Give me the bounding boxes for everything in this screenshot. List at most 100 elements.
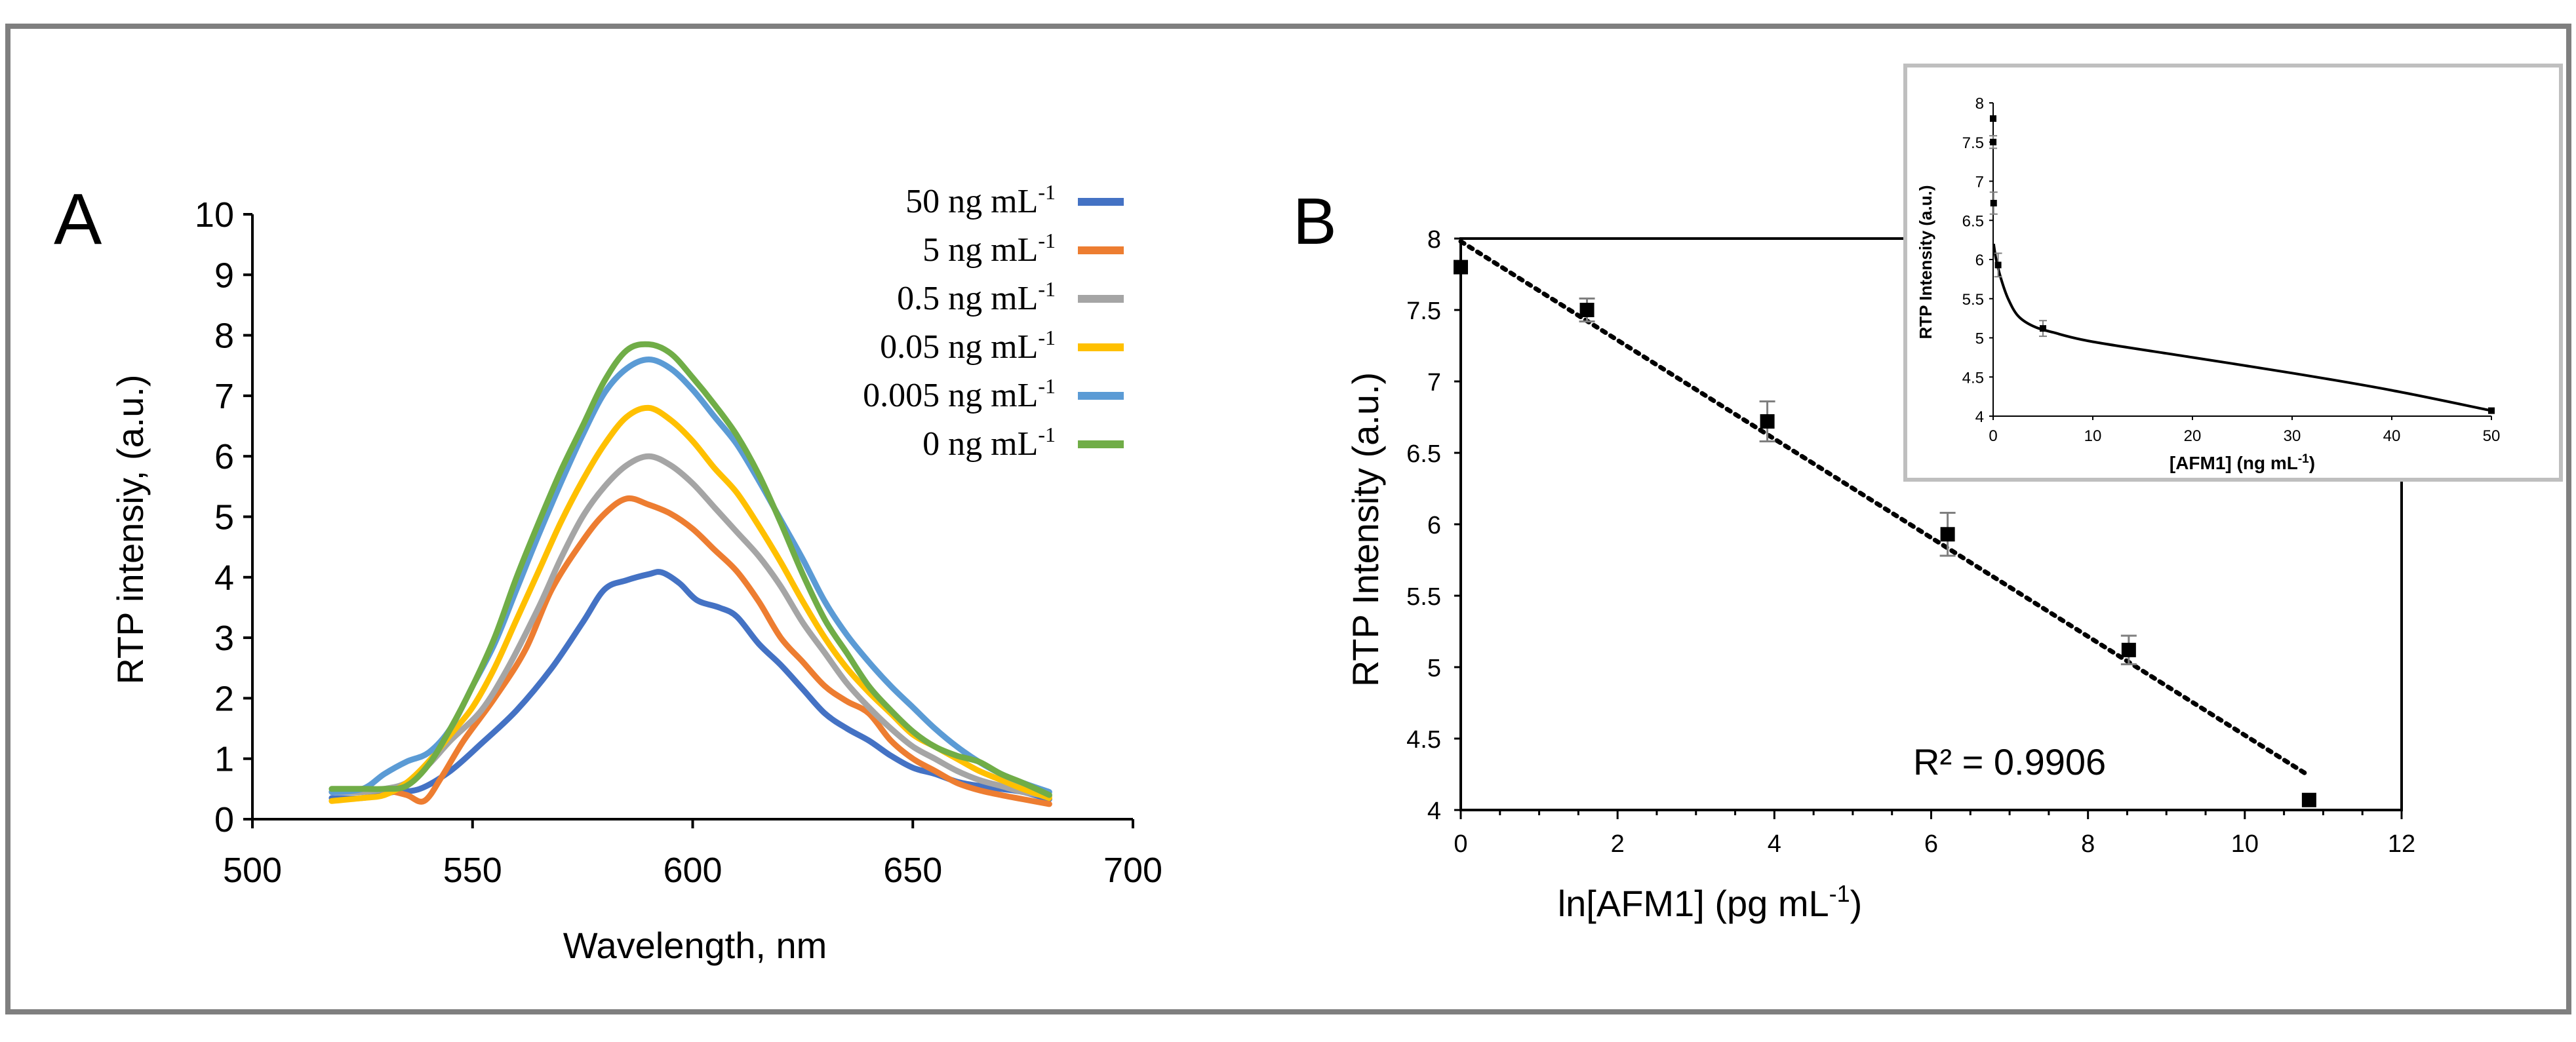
panel-b-x-tick-label: 0 — [1454, 830, 1467, 858]
inset-x-tick-label: 0 — [1989, 427, 1997, 445]
panel-b-y-tick-label: 4.5 — [1406, 726, 1441, 754]
legend-label-1: 5 ng mL-1 — [922, 229, 1056, 269]
inset-y-tick-label: 5 — [1975, 330, 1984, 348]
inset-data-point-3 — [1994, 261, 2002, 269]
inset-y-tick-label: 8 — [1975, 95, 1984, 113]
inset-x-tick-label: 20 — [2184, 427, 2202, 445]
panel-b-x-tick-label: 8 — [2081, 830, 2095, 858]
legend-label-text: 0 ng mL — [922, 425, 1038, 463]
panel-b-y-axis-title: RTP Intensity (a.u.) — [1345, 372, 1386, 687]
inset-x-axis-title: [AFM1] (ng mL-1) — [2170, 452, 2315, 473]
panel-b-y-tick-label: 6.5 — [1406, 440, 1441, 468]
panel-b-y-tick-label: 5 — [1427, 655, 1441, 682]
panel-a-y-tick-label: 9 — [214, 256, 234, 295]
panel-a-x-tick-label: 700 — [1103, 851, 1162, 890]
panel-a-y-tick-label: 6 — [214, 437, 234, 476]
inset-chart: 4 4.5 5 5.5 6 6.5 7 7.5 8 0 10 20 30 40 50 [AFM1] (ng … — [1903, 64, 2563, 482]
r-squared-label: R² = 0.9906 — [1913, 741, 2106, 782]
legend-label-text: 0.5 ng mL — [897, 280, 1038, 317]
data-point-3 — [1940, 527, 1955, 542]
legend-label-3: 0.05 ng mL-1 — [880, 326, 1056, 366]
inset-x-tick-label: 10 — [2084, 427, 2102, 445]
panel-a-label: A — [54, 179, 102, 260]
panel-a-axes: 0 1 2 3 4 5 6 7 8 9 10 500 550 600 650 700 — [195, 195, 1162, 890]
panel-b-y-tick-label: 4 — [1427, 798, 1441, 825]
inset-plot: 4 4.5 5 5.5 6 6.5 7 7.5 8 0 10 20 30 40 50 — [1962, 95, 2501, 445]
legend-label-text: 5 ng mL — [922, 231, 1038, 269]
panel-a-y-tick-label: 2 — [214, 679, 234, 718]
legend-label-4: 0.005 ng mL-1 — [863, 374, 1056, 414]
inset-y-tick-label: 6 — [1975, 252, 1984, 269]
legend-label-sup: -1 — [1038, 374, 1056, 398]
trendline — [1458, 239, 2312, 779]
inset-y-tick-label: 6.5 — [1962, 212, 1984, 230]
legend-label-sup: -1 — [1038, 180, 1056, 204]
panel-a-y-tick-label: 0 — [214, 800, 234, 839]
data-point-5 — [2301, 792, 2316, 807]
series-line-2 — [328, 453, 1052, 800]
inset-frame — [1903, 64, 2563, 482]
legend-label-text: 0.05 ng mL — [880, 328, 1038, 366]
inset-data-point-5 — [2488, 407, 2495, 414]
panel-b-y-tick-label: 5.5 — [1406, 583, 1441, 611]
inset-y-axis-title: RTP Intensity (a.u.) — [1916, 185, 1935, 339]
legend-label-text: 0.005 ng mL — [863, 377, 1038, 414]
inset-x-tick-label: 40 — [2383, 427, 2401, 445]
panel-b-plot: 4 4.5 5 5.5 6 6.5 7 7.5 8 0 2 4 6 8 10 12 — [1406, 226, 2415, 858]
panel-a-series — [328, 341, 1052, 807]
panel-b-x-tick-label: 2 — [1611, 830, 1625, 858]
series-line-1 — [328, 495, 1052, 807]
panel-a-legend: 50 ng mL-15 ng mL-10.5 ng mL-10.05 ng mL… — [863, 180, 1124, 463]
legend-label-0: 50 ng mL-1 — [905, 180, 1056, 220]
inset-x-tick-label: 50 — [2483, 427, 2501, 445]
inset-y-tick-label: 7.5 — [1962, 134, 1984, 152]
data-point-2 — [1760, 414, 1775, 429]
legend-label-sup: -1 — [1038, 423, 1056, 446]
panel-b-y-tick-label: 7.5 — [1406, 298, 1441, 325]
panel-b: B 4 4.5 5 5.5 6 6.5 7 7.5 8 0 2 4 6 8 10 12 ln[AFM1] (p… — [1293, 185, 2415, 924]
inset-fit-curve — [1992, 243, 2492, 412]
panel-a-x-tick-label: 550 — [443, 851, 502, 890]
legend-label-sup: -1 — [1038, 229, 1056, 252]
data-point-1 — [1579, 303, 1595, 317]
panel-b-y-tick-label: 8 — [1427, 226, 1441, 254]
panel-b-x-axis-title: ln[AFM1] (pg mL-1) — [1558, 880, 1863, 924]
inset-y-tick-label: 4 — [1975, 408, 1984, 426]
data-point-4 — [2121, 642, 2136, 657]
series-line-5 — [328, 341, 1052, 798]
inset-data-point-2 — [1990, 199, 1997, 206]
legend-label-2: 0.5 ng mL-1 — [897, 277, 1056, 317]
panel-a-y-tick-label: 3 — [214, 619, 234, 658]
legend-label-sup: -1 — [1038, 277, 1056, 301]
panel-a-x-tick-label: 600 — [663, 851, 722, 890]
panel-a-y-axis-title: RTP intensiy, (a.u.) — [109, 374, 151, 684]
panel-b-y-tick-label: 6 — [1427, 512, 1441, 539]
panel-b-label: B — [1293, 185, 1337, 258]
panel-a-y-tick-label: 5 — [214, 498, 234, 537]
inset-data-point-0 — [1990, 115, 1996, 122]
panel-a-y-tick-label: 10 — [195, 195, 234, 235]
inset-y-tick-label: 5.5 — [1962, 291, 1984, 309]
panel-a-y-tick-label: 1 — [214, 740, 234, 779]
inset-data-point-4 — [2040, 325, 2046, 332]
inset-y-tick-label: 4.5 — [1962, 369, 1984, 387]
legend-label-sup: -1 — [1038, 326, 1056, 349]
data-point-0 — [1454, 260, 1468, 275]
panel-b-x-tick-label: 6 — [1924, 830, 1938, 858]
panel-a-y-tick-label: 4 — [214, 558, 234, 598]
inset-data-point-1 — [1990, 138, 1997, 145]
legend-label-5: 0 ng mL-1 — [922, 423, 1056, 463]
panel-a-x-tick-label: 650 — [883, 851, 942, 890]
panel-a-y-tick-label: 7 — [214, 377, 234, 416]
inset-x-tick-label: 30 — [2284, 427, 2301, 445]
panel-b-x-tick-label: 12 — [2388, 830, 2415, 858]
panel-b-x-tick-label: 4 — [1768, 830, 1781, 858]
panel-a-x-axis-title: Wavelength, nm — [563, 925, 827, 966]
legend-label-text: 50 ng mL — [905, 183, 1038, 220]
panel-a-x-tick-label: 500 — [223, 851, 282, 890]
inset-y-tick-label: 7 — [1975, 174, 1984, 191]
panel-b-x-tick-label: 10 — [2231, 830, 2259, 858]
panel-b-y-tick-label: 7 — [1427, 369, 1441, 396]
